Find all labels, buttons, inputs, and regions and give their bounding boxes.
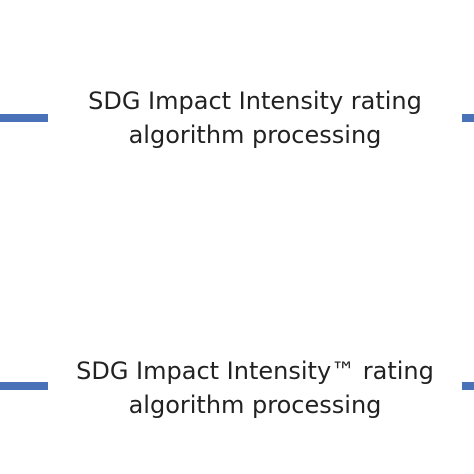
node-label: SDG Impact Intensity™ rating algorithm p… [76,357,434,419]
connector [0,114,48,122]
connector [462,114,474,122]
connector [0,382,48,390]
node-label: SDG Impact Intensity rating algorithm pr… [88,87,422,149]
connector [462,382,474,390]
